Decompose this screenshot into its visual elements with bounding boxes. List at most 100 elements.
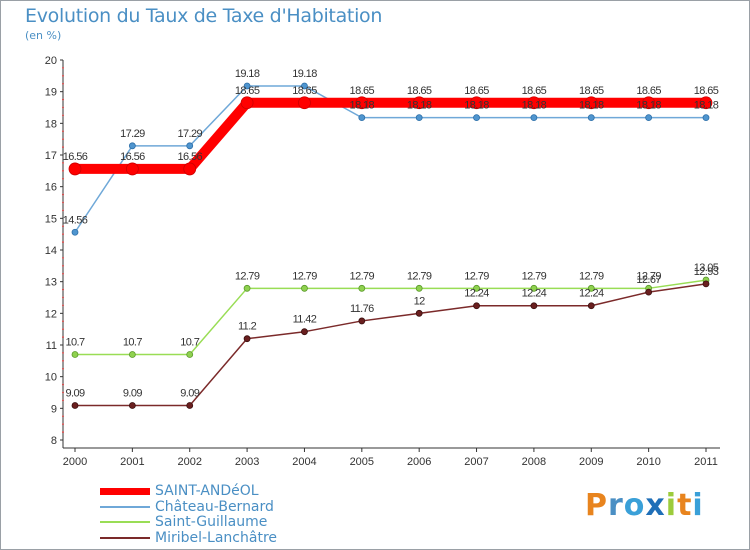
data-point [240, 96, 254, 110]
data-point [415, 309, 423, 317]
proxiti-logo: Proxiti [585, 488, 704, 523]
y-minor-tick [62, 233, 64, 236]
y-minor-tick [62, 257, 64, 259]
data-point [186, 351, 194, 358]
y-tick-label: 12 [45, 308, 57, 320]
y-minor-tick [62, 383, 64, 386]
data-label: 18.18 [464, 100, 489, 112]
data-label: 12 [414, 295, 426, 307]
logo-letter: o [623, 488, 646, 523]
data-label: 13.05 [694, 262, 719, 274]
data-label: 17.29 [120, 128, 145, 140]
data-label: 18.65 [636, 85, 661, 97]
data-label: 12.79 [292, 270, 317, 282]
data-point [473, 302, 480, 310]
y-minor-tick [62, 391, 64, 394]
data-point [243, 335, 251, 343]
data-label: 18.65 [292, 85, 317, 97]
legend-label: Saint-Guillaume [155, 514, 268, 530]
data-label: 18.18 [522, 100, 547, 112]
data-label: 12.24 [579, 288, 604, 300]
y-minor-tick [62, 201, 64, 204]
data-label: 18.65 [407, 85, 432, 97]
y-minor-tick [62, 288, 64, 291]
data-label: 18.18 [636, 100, 661, 112]
y-minor-tick [62, 415, 64, 418]
logo-letter: P [585, 488, 608, 523]
data-label: 16.56 [177, 151, 202, 163]
data-point [128, 351, 136, 358]
data-point [301, 82, 308, 90]
data-point [527, 96, 541, 110]
y-minor-tick [62, 296, 64, 299]
data-point [412, 96, 426, 110]
data-label: 9.09 [123, 387, 142, 399]
data-point [530, 114, 538, 122]
data-label: 12.79 [636, 270, 661, 282]
data-label: 12.79 [235, 270, 260, 282]
data-label: 18.18 [579, 100, 604, 112]
x-tick-label: 2008 [522, 456, 546, 468]
y-minor-tick [62, 272, 64, 275]
data-label: 16.56 [63, 151, 88, 163]
data-point [71, 402, 79, 409]
data-point [587, 302, 595, 310]
logo-letter: r [608, 488, 624, 523]
chart-subtitle: (en %) [25, 29, 62, 42]
y-minor-tick [62, 320, 64, 323]
legend-swatch [100, 505, 150, 508]
data-label: 12.67 [636, 274, 661, 286]
y-minor-tick [62, 352, 64, 354]
y-minor-tick [62, 431, 64, 433]
data-point [301, 328, 308, 336]
legend-label: SAINT-ANDéOL [155, 483, 259, 499]
data-label: 12.79 [579, 270, 604, 282]
data-label: 14.56 [63, 214, 88, 226]
legend-label: Miribel-Lanchâtre [155, 529, 278, 546]
y-tick-label: 15 [45, 213, 57, 225]
data-point [128, 402, 136, 409]
legend-swatch [100, 488, 150, 495]
y-tick-label: 10 [45, 372, 57, 384]
chart-title: Evolution du Taux de Taxe d'Habitation [25, 5, 383, 27]
y-minor-tick [62, 367, 64, 370]
data-label: 11.42 [293, 314, 317, 326]
y-tick-label: 17 [45, 150, 57, 162]
data-label: 18.18 [350, 100, 375, 112]
y-minor-tick [62, 162, 64, 164]
data-label: 12.93 [694, 266, 719, 278]
y-tick-label: 18 [45, 118, 57, 130]
logo-letter: i [665, 488, 678, 523]
data-point [642, 96, 656, 110]
data-point [125, 162, 139, 176]
logo-letter: i [692, 488, 704, 523]
data-point [68, 162, 82, 176]
data-point [186, 402, 194, 409]
y-tick-label: 20 [45, 55, 57, 67]
y-minor-tick [62, 399, 64, 402]
data-label: 12.79 [522, 270, 547, 282]
x-tick-label: 2004 [292, 456, 316, 468]
data-point [301, 284, 308, 292]
data-label: 18.65 [235, 85, 260, 97]
data-label: 12.79 [464, 270, 489, 282]
data-label: 11.76 [350, 303, 374, 315]
x-tick-label: 2010 [636, 456, 660, 468]
data-label: 18.18 [694, 100, 719, 112]
y-minor-tick [62, 241, 64, 243]
y-minor-tick [62, 82, 64, 85]
y-minor-tick [62, 336, 64, 338]
y-tick-label: 8 [51, 435, 57, 447]
data-point [699, 96, 713, 110]
y-minor-tick [62, 225, 64, 228]
data-point [128, 142, 136, 150]
data-label: 9.09 [180, 387, 199, 399]
data-label: 10.7 [123, 337, 142, 349]
data-label: 18.65 [350, 85, 375, 97]
legend-swatch [100, 536, 150, 539]
x-tick-label: 2007 [464, 456, 488, 468]
y-minor-tick [62, 74, 64, 77]
data-point [415, 284, 423, 292]
y-minor-tick [62, 423, 64, 426]
y-minor-tick [62, 130, 64, 133]
